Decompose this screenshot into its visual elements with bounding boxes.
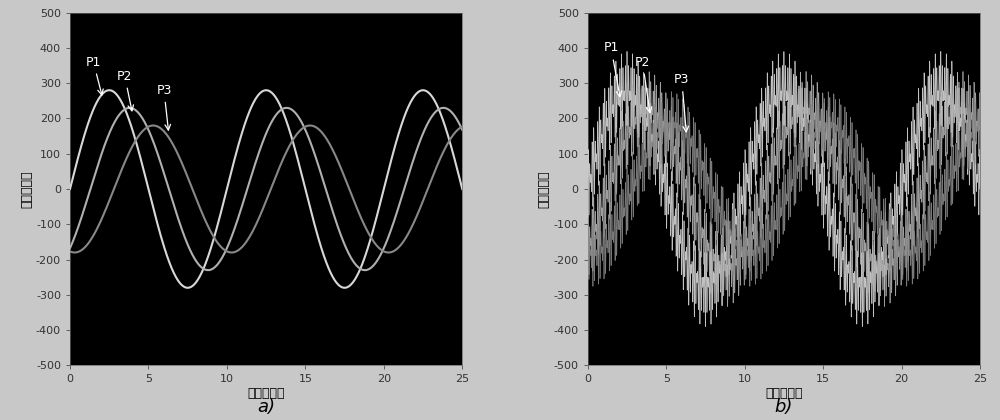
Text: P1: P1 (86, 55, 103, 95)
Y-axis label: 频率（秒）: 频率（秒） (20, 170, 33, 208)
X-axis label: 时间（秒）: 时间（秒） (247, 387, 285, 400)
Text: P3: P3 (156, 84, 172, 130)
Text: P3: P3 (674, 73, 689, 132)
Y-axis label: 频率（秒）: 频率（秒） (538, 170, 551, 208)
Text: P2: P2 (635, 55, 652, 113)
Text: P1: P1 (603, 42, 622, 97)
Text: b): b) (775, 398, 793, 416)
Text: P2: P2 (117, 70, 134, 111)
X-axis label: 时间（秒）: 时间（秒） (765, 387, 803, 400)
Text: a): a) (257, 398, 275, 416)
